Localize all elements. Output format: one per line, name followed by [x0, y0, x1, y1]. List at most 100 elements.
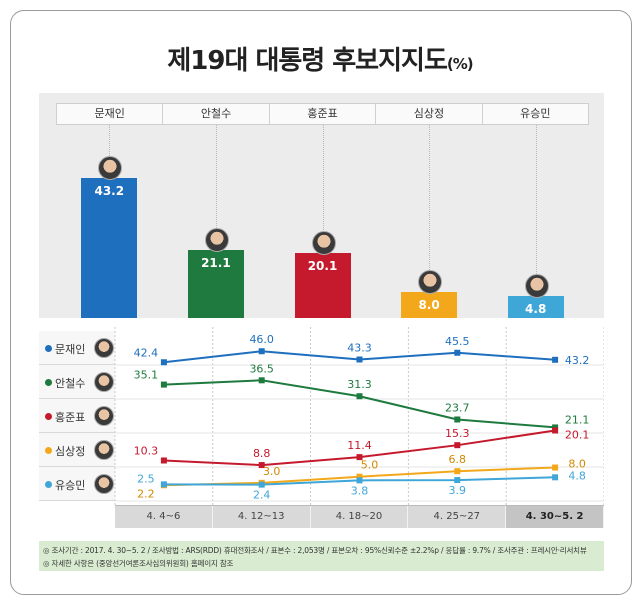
candidate-photo — [94, 440, 114, 460]
data-point — [356, 393, 363, 400]
legend-item: 홍준표 — [39, 399, 115, 433]
legend-dot — [45, 413, 52, 420]
data-label: 15.3 — [445, 427, 470, 440]
data-point — [552, 424, 559, 431]
legend-item: 심상정 — [39, 433, 115, 467]
line-chart-x-axis: 4. 4~6 4. 12~13 4. 18~20 4. 25~27 4. 30~5. 2 — [115, 505, 604, 528]
data-label: 3.8 — [351, 484, 369, 497]
bar-4: 8.0 — [401, 292, 458, 318]
data-label: 3.9 — [449, 484, 467, 497]
data-point — [454, 442, 461, 449]
line-chart-plot: 42.4 46.0 43.3 45.5 43.2 35.1 36.5 31.3 23.7 21.1… — [114, 327, 604, 505]
bar-value-label: 21.1 — [201, 255, 231, 270]
bar-value-label: 20.1 — [307, 258, 338, 273]
candidate-photo — [98, 156, 123, 181]
legend-item: 안철수 — [39, 365, 115, 399]
bar-value-label: 8.0 — [418, 298, 440, 313]
title-text: 제19대 대통령 후보지지도 — [167, 46, 447, 76]
legend-dot — [45, 447, 52, 454]
data-label: 3.0 — [263, 465, 281, 478]
candidate-photo — [204, 227, 229, 252]
data-label: 36.5 — [249, 362, 274, 375]
survey-footnote: ◎ 조사기간 : 2017. 4. 30~5. 2 / 조사방법 : ARS(R… — [39, 541, 604, 571]
bar-guide-line — [322, 125, 324, 318]
candidate-photo — [94, 372, 114, 392]
data-label: 6.8 — [449, 453, 467, 466]
data-label: 2.4 — [253, 489, 271, 502]
bar-chart-panel: 문재인 안철수 홍준표 심상정 유승민 43.2 21.1 20.1 8.0 4.8 — [39, 93, 604, 318]
data-point — [160, 481, 167, 488]
x-tick-label: 4. 30~5. 2 — [506, 506, 604, 528]
footnote-line-2: ◎ 자세한 사항은 (중앙선거여론조사심의위원회) 홈페이지 참조 — [43, 559, 234, 568]
bar-header-label: 유승민 — [520, 107, 551, 120]
data-point — [356, 473, 363, 480]
candidate-photo — [94, 406, 114, 426]
bar-value-label: 4.8 — [525, 302, 547, 316]
legend-dot — [45, 481, 52, 488]
data-point — [160, 381, 167, 388]
data-label: 2.5 — [137, 472, 155, 485]
bar-chart-header: 문재인 안철수 홍준표 심상정 유승민 — [56, 103, 589, 125]
data-label: 10.3 — [134, 444, 159, 457]
bar-2: 21.1 — [187, 249, 244, 318]
data-point — [356, 454, 363, 461]
data-label: 45.5 — [445, 335, 470, 348]
data-point — [552, 464, 559, 471]
data-point — [258, 462, 265, 469]
data-label: 46.0 — [249, 333, 274, 346]
x-tick-label: 4. 18~20 — [311, 506, 409, 528]
data-point — [454, 349, 461, 356]
data-label: 8.0 — [568, 458, 586, 471]
data-point — [356, 356, 363, 363]
data-label: 43.3 — [347, 342, 372, 355]
data-label: 42.4 — [134, 346, 159, 359]
legend-label: 심상정 — [55, 445, 86, 458]
bar-header-label: 문재인 — [57, 104, 164, 124]
legend-label: 문재인 — [55, 343, 86, 356]
data-point — [258, 348, 265, 355]
legend-item: 유승민 — [39, 467, 115, 501]
candidate-photo — [94, 474, 114, 494]
x-tick-label: 4. 25~27 — [408, 506, 507, 528]
data-label: 4.8 — [568, 469, 586, 482]
legend-dot — [45, 379, 52, 386]
data-label: 21.1 — [565, 413, 590, 426]
data-point — [160, 359, 167, 366]
data-label: 8.8 — [253, 447, 271, 460]
bar-3: 20.1 — [294, 252, 351, 318]
data-label: 5.0 — [361, 459, 379, 472]
bar-header-label: 홍준표 — [270, 104, 377, 124]
data-point — [258, 481, 265, 488]
bar-value-label: 43.2 — [94, 184, 125, 199]
candidate-photo — [524, 274, 549, 298]
data-label: 11.4 — [347, 439, 372, 452]
data-label: 2.2 — [137, 487, 155, 500]
data-point — [454, 468, 461, 475]
data-point — [356, 477, 363, 484]
legend-dot — [45, 345, 52, 352]
bar-5: 4.8 — [507, 296, 564, 318]
bar-header-label: 안철수 — [163, 104, 270, 124]
data-label: 31.3 — [347, 378, 372, 391]
data-label: 43.2 — [565, 354, 590, 367]
legend-label: 홍준표 — [55, 411, 86, 424]
bar-1: 43.2 — [81, 178, 138, 318]
candidate-photo — [94, 338, 114, 358]
data-label: 35.1 — [134, 369, 159, 382]
candidate-photo — [418, 270, 443, 295]
data-point — [454, 477, 461, 484]
bar-guide-line — [429, 125, 431, 318]
legend-label: 유승민 — [55, 479, 86, 492]
candidate-photo — [311, 230, 336, 255]
data-point — [258, 377, 265, 384]
legend-item: 문재인 — [39, 331, 115, 365]
bar-guide-line — [535, 125, 537, 318]
data-point — [552, 356, 559, 363]
bar-guide-line — [215, 125, 217, 318]
x-tick-label: 4. 12~13 — [213, 506, 311, 528]
data-point — [160, 457, 167, 464]
data-point — [552, 427, 559, 434]
bar-header-label: 심상정 — [376, 104, 483, 124]
